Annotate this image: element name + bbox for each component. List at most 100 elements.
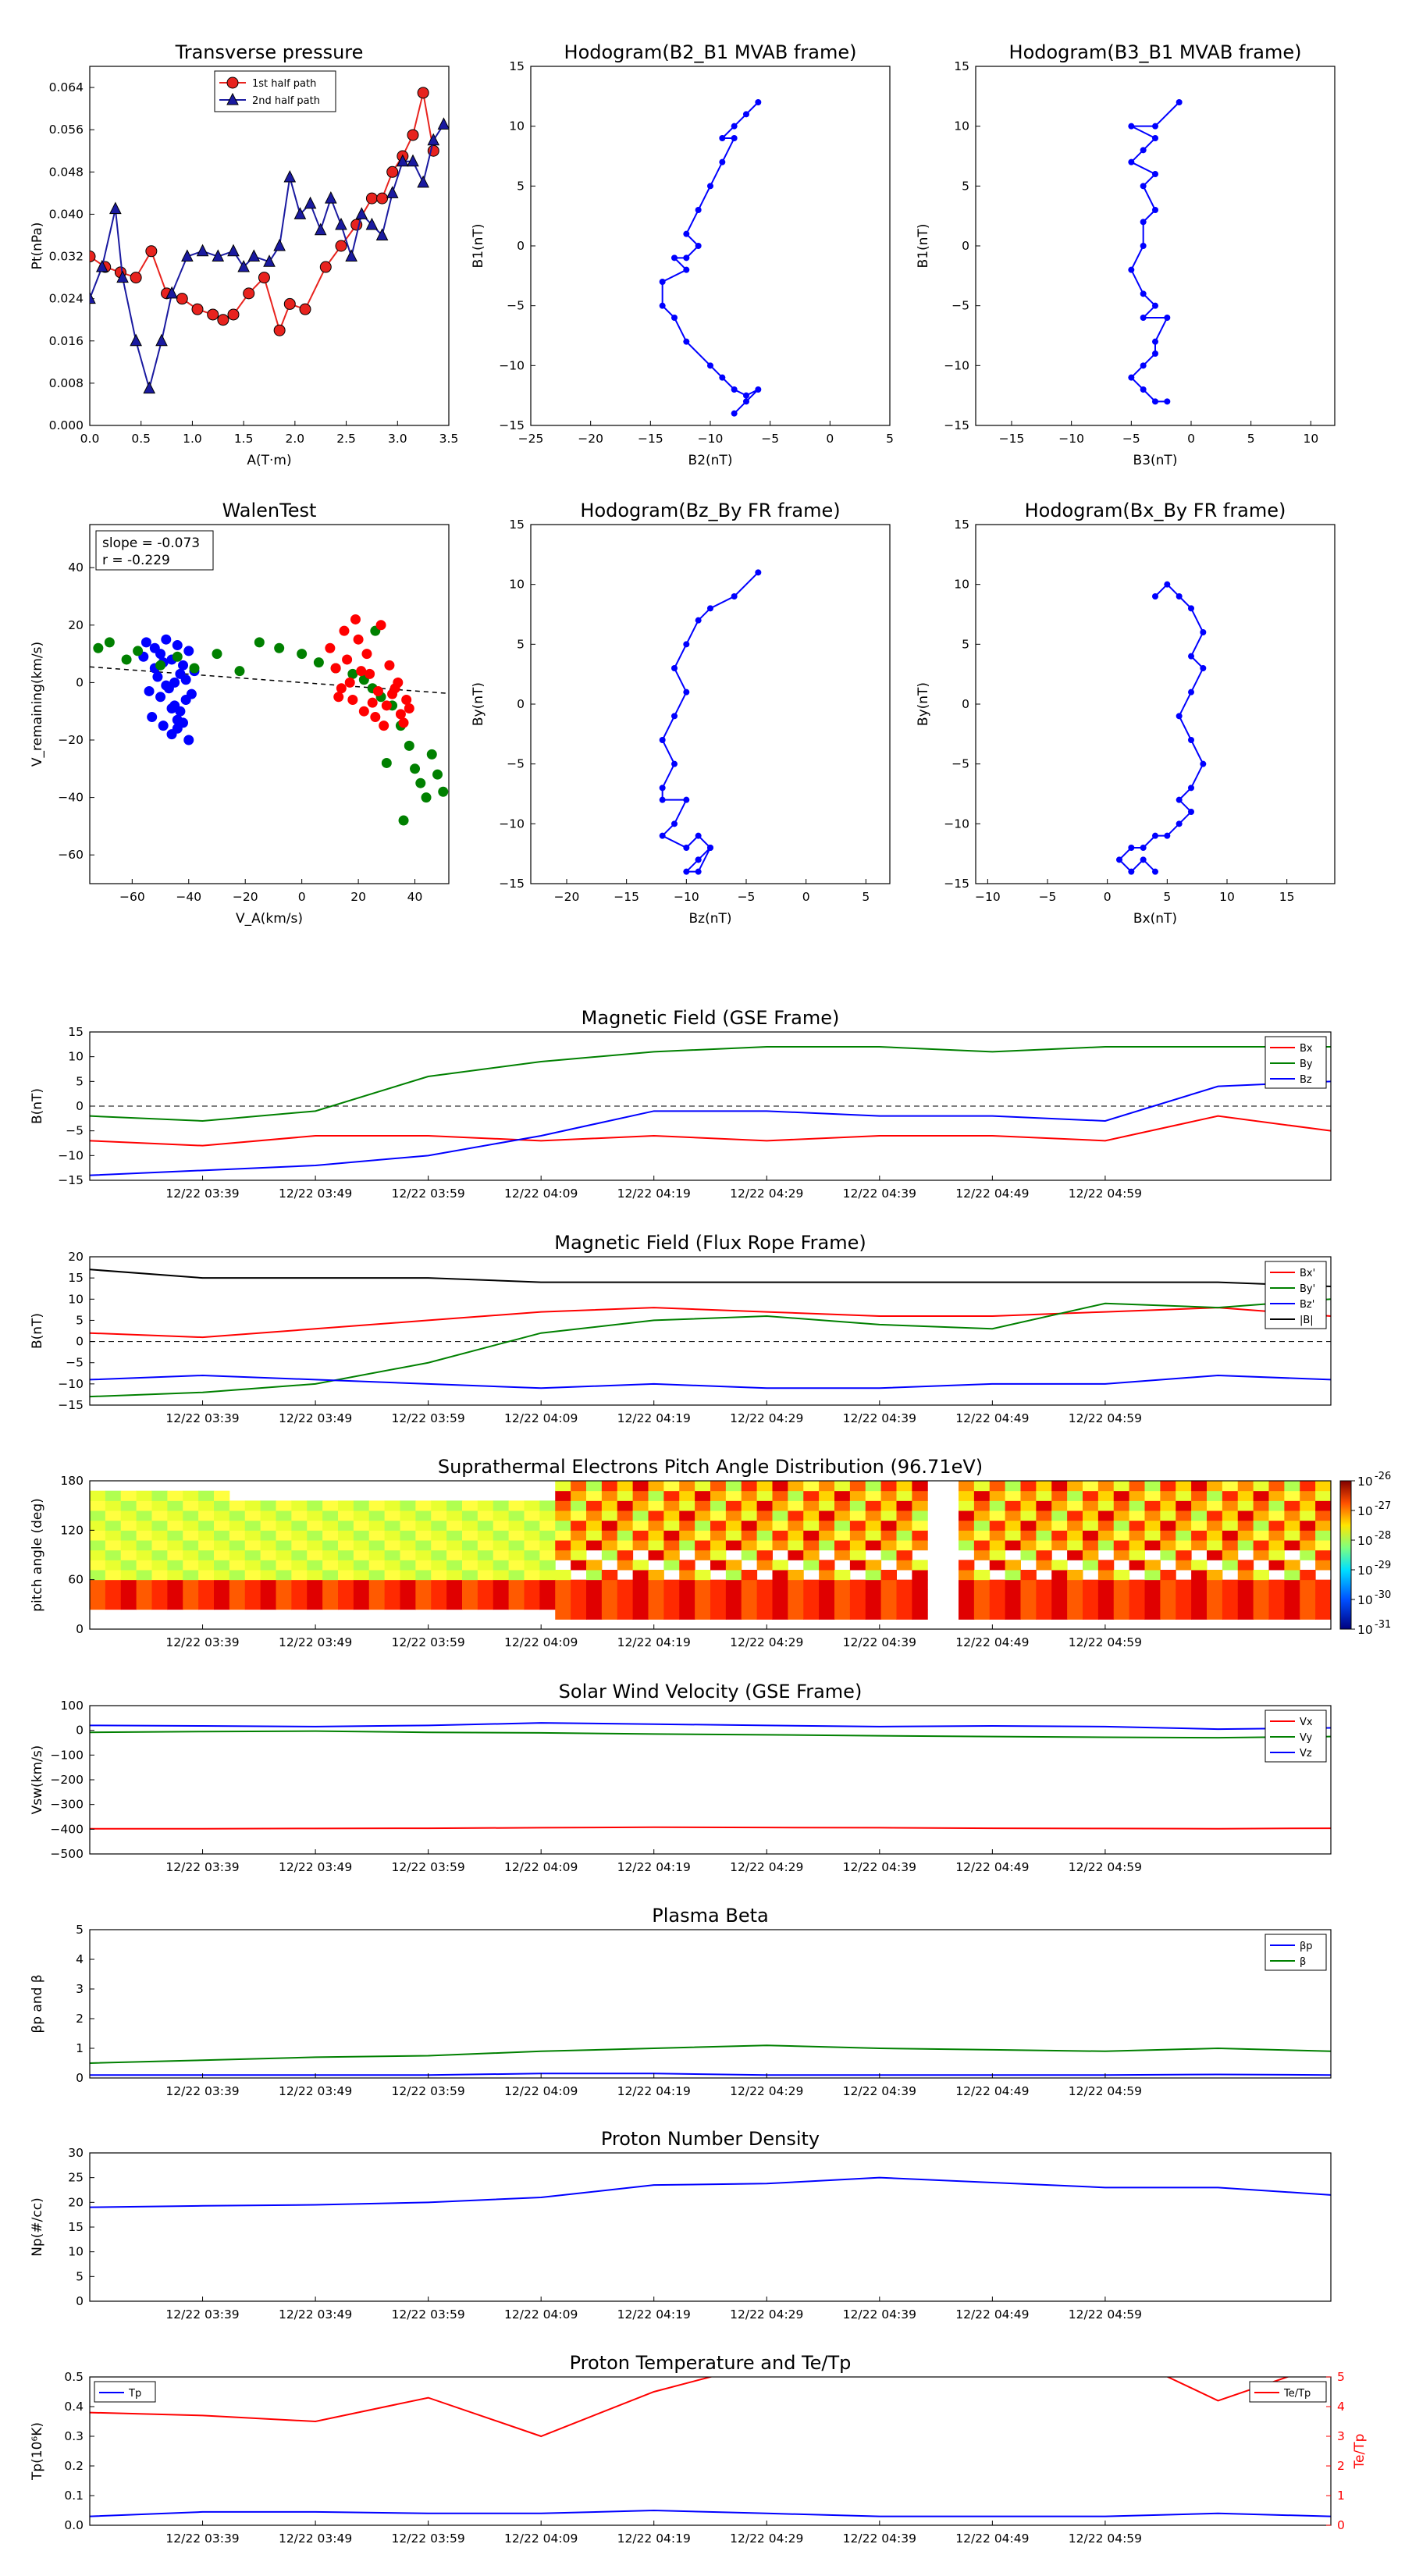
- heatmap-cell: [307, 1500, 323, 1511]
- heatmap-cell: [105, 1560, 122, 1571]
- data-point: [683, 845, 690, 851]
- heatmap-cell: [772, 1599, 788, 1610]
- data-point: [1140, 243, 1147, 249]
- heatmap-cell: [710, 1540, 727, 1551]
- heatmap-cell: [849, 1599, 866, 1610]
- heatmap-cell: [1191, 1540, 1208, 1551]
- colorbar-exponent: -30: [1375, 1589, 1391, 1601]
- heatmap-cell: [1113, 1599, 1130, 1610]
- data-point: [386, 165, 399, 178]
- heatmap-cell: [276, 1530, 292, 1541]
- heatmap-cell: [198, 1510, 215, 1521]
- heatmap-cell: [648, 1589, 664, 1600]
- scatter-point: [356, 666, 367, 677]
- heatmap-cell: [384, 1570, 400, 1581]
- heatmap-cell: [1176, 1560, 1192, 1571]
- heatmap-cell: [1191, 1599, 1208, 1610]
- heatmap-cell: [834, 1609, 851, 1620]
- heatmap-cell: [725, 1579, 742, 1590]
- y-tick-label: 25: [68, 2171, 84, 2185]
- heatmap-cell: [819, 1570, 835, 1581]
- data-point: [1164, 398, 1171, 405]
- y-tick-label: 3: [76, 1982, 84, 1996]
- data-point: [325, 190, 337, 204]
- heatmap-cell: [1160, 1510, 1176, 1521]
- heatmap-cell: [865, 1570, 882, 1581]
- heatmap-cell: [756, 1490, 773, 1501]
- heatmap-cell: [1129, 1490, 1145, 1501]
- heatmap-cell: [524, 1530, 540, 1541]
- heatmap-cell: [1113, 1540, 1130, 1551]
- series-line: [90, 123, 445, 392]
- scatter-point: [381, 757, 392, 768]
- heatmap-cell: [151, 1520, 168, 1531]
- x-tick-label: 1.0: [183, 432, 202, 446]
- heatmap-cell: [912, 1520, 928, 1531]
- heatmap-cell: [1160, 1599, 1176, 1610]
- data-point: [671, 760, 678, 767]
- heatmap-cell: [741, 1599, 758, 1610]
- heatmap-cell: [849, 1540, 866, 1551]
- heatmap-cell: [105, 1579, 122, 1590]
- data-point: [437, 117, 449, 130]
- heatmap-cell: [1300, 1550, 1316, 1560]
- x-tick-label: −5: [738, 890, 756, 904]
- heatmap-cell: [198, 1530, 215, 1541]
- heatmap-cell: [1036, 1550, 1052, 1560]
- heatmap-cell: [1051, 1609, 1068, 1620]
- heatmap-cell: [896, 1589, 912, 1600]
- heatmap-cell: [1097, 1510, 1115, 1521]
- time-tick-label: 12/22 03:39: [165, 1860, 239, 1874]
- heatmap-cell: [1284, 1579, 1300, 1590]
- heatmap-cell: [710, 1599, 727, 1610]
- data-point: [375, 228, 389, 240]
- heatmap-cell: [1097, 1599, 1115, 1610]
- heatmap-cell: [1315, 1550, 1331, 1560]
- x-tick-label: 0: [1104, 890, 1112, 904]
- x-tick-label: 0: [298, 890, 306, 904]
- heatmap-cell: [1160, 1490, 1176, 1501]
- heatmap-cell: [555, 1490, 571, 1501]
- series-line: [90, 2176, 1331, 2208]
- heatmap-cell: [601, 1570, 618, 1581]
- heatmap-cell: [880, 1520, 897, 1531]
- heatmap-cell: [756, 1579, 773, 1590]
- heatmap-cell: [648, 1570, 664, 1581]
- heatmap-cell: [1083, 1550, 1099, 1560]
- heatmap-cell: [508, 1530, 525, 1541]
- heatmap-cell: [151, 1570, 168, 1581]
- heatmap-cell: [384, 1520, 400, 1531]
- scatter-point: [212, 649, 222, 660]
- heatmap-cell: [896, 1560, 912, 1571]
- heatmap-cell: [1051, 1500, 1068, 1511]
- scatter-point: [144, 685, 155, 696]
- heatmap-cell: [508, 1540, 525, 1551]
- heatmap-cell: [896, 1599, 912, 1610]
- y-tick-label: 180: [60, 1474, 84, 1488]
- data-point: [1128, 868, 1135, 875]
- heatmap-cell: [276, 1570, 292, 1581]
- heatmap-cell: [136, 1560, 152, 1571]
- heatmap-cell: [741, 1589, 758, 1600]
- heatmap-cell: [353, 1589, 370, 1600]
- heatmap-cell: [834, 1550, 851, 1560]
- heatmap-cell: [151, 1589, 168, 1600]
- x-tick-label: −40: [176, 890, 201, 904]
- heatmap-cell: [276, 1500, 292, 1511]
- series-line: [90, 1307, 1331, 1339]
- heatmap-cell: [353, 1530, 370, 1541]
- heatmap-cell: [617, 1481, 634, 1492]
- heatmap-cell: [695, 1609, 711, 1620]
- heatmap-cell: [338, 1500, 354, 1511]
- heatmap-cell: [1284, 1599, 1300, 1610]
- heatmap-cell: [1036, 1540, 1052, 1551]
- scatter-point: [415, 777, 426, 788]
- heatmap-cell: [400, 1540, 416, 1551]
- heatmap-cell: [198, 1589, 215, 1600]
- heatmap-cell: [959, 1510, 975, 1521]
- heatmap-cell: [756, 1599, 773, 1610]
- legend-label: Bx': [1300, 1268, 1315, 1279]
- plot-area: [659, 99, 762, 417]
- y-tick-label: 0: [76, 675, 84, 689]
- heatmap-cell: [400, 1579, 416, 1590]
